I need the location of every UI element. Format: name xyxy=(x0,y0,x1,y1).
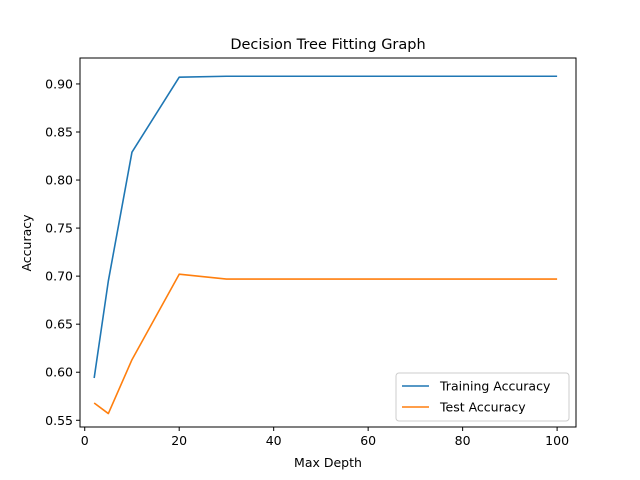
legend: Training Accuracy Test Accuracy xyxy=(395,372,570,422)
legend-label-test-accuracy: Test Accuracy xyxy=(439,400,526,415)
chart-title: Decision Tree Fitting Graph xyxy=(230,37,425,53)
y-tick-label: 0.55 xyxy=(45,413,73,428)
y-tick-label: 0.65 xyxy=(45,317,73,332)
y-tick-label: 0.85 xyxy=(45,124,73,139)
x-tick-label: 40 xyxy=(266,433,282,448)
y-tick-label: 0.75 xyxy=(45,221,73,236)
series-line-training-accuracy xyxy=(93,75,558,379)
y-axis-label: Accuracy xyxy=(19,214,34,272)
y-tick-label: 0.90 xyxy=(45,76,73,91)
x-axis-label: Max Depth xyxy=(294,455,362,470)
x-tick-label: 100 xyxy=(545,433,569,448)
series-line-test-accuracy xyxy=(93,273,558,415)
x-tick-label: 20 xyxy=(171,433,187,448)
y-tick-label: 0.70 xyxy=(45,269,73,284)
x-tick-label: 80 xyxy=(455,433,471,448)
x-tick-label: 0 xyxy=(81,433,89,448)
x-axis: 0 20 40 60 80 100 xyxy=(81,427,569,448)
series-lines xyxy=(93,75,558,415)
legend-box xyxy=(395,372,570,422)
y-tick-label: 0.80 xyxy=(45,173,73,188)
legend-label-training-accuracy: Training Accuracy xyxy=(439,379,551,394)
x-tick-label: 60 xyxy=(360,433,376,448)
y-tick-label: 0.60 xyxy=(45,365,73,380)
plot-area xyxy=(79,57,577,428)
y-axis: 0.55 0.60 0.65 0.70 0.75 0.80 0.85 0.90 xyxy=(45,76,80,428)
